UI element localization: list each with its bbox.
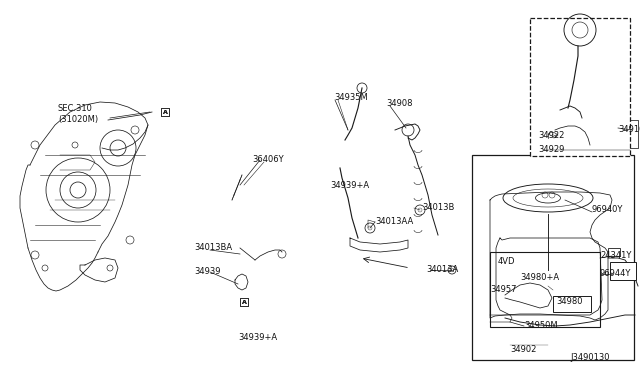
Text: 34980+A: 34980+A [520,273,559,282]
Text: 34950M: 34950M [524,321,557,330]
Text: 34980: 34980 [556,298,582,307]
Text: 34013BA: 34013BA [194,244,232,253]
Text: 34922: 34922 [538,131,564,141]
Bar [553,296,591,312]
Text: 34902: 34902 [510,346,536,355]
Text: 96940Y: 96940Y [592,205,623,215]
Text: J3490130: J3490130 [570,353,609,362]
Text: 34013B: 34013B [422,203,454,212]
Text: A: A [241,299,246,305]
Text: 34939: 34939 [194,267,221,276]
Bar [490,252,600,327]
Bar [472,155,634,360]
Text: 96944Y: 96944Y [600,269,632,279]
Text: A: A [163,109,168,115]
Bar [161,108,169,116]
Bar [610,262,636,280]
Bar [530,18,630,156]
Bar [240,298,248,306]
Text: 34929: 34929 [538,145,564,154]
Text: 34935M: 34935M [334,93,368,103]
Text: 4VD: 4VD [498,257,515,266]
Text: 34939+A: 34939+A [330,182,369,190]
Text: 34957: 34957 [490,285,516,294]
Text: 34013A: 34013A [426,266,458,275]
Text: 34910: 34910 [618,125,640,135]
Bar [161,108,169,116]
Bar [240,298,248,306]
Text: 34908: 34908 [386,99,413,109]
Bar [608,248,620,256]
Text: A: A [241,299,246,305]
Text: 34013AA: 34013AA [375,218,413,227]
Text: 24341Y: 24341Y [600,251,632,260]
Text: A: A [163,109,168,115]
Text: 34939+A: 34939+A [238,334,277,343]
Text: 36406Y: 36406Y [252,155,284,164]
Text: SEC.310
(31020M): SEC.310 (31020M) [58,104,98,124]
